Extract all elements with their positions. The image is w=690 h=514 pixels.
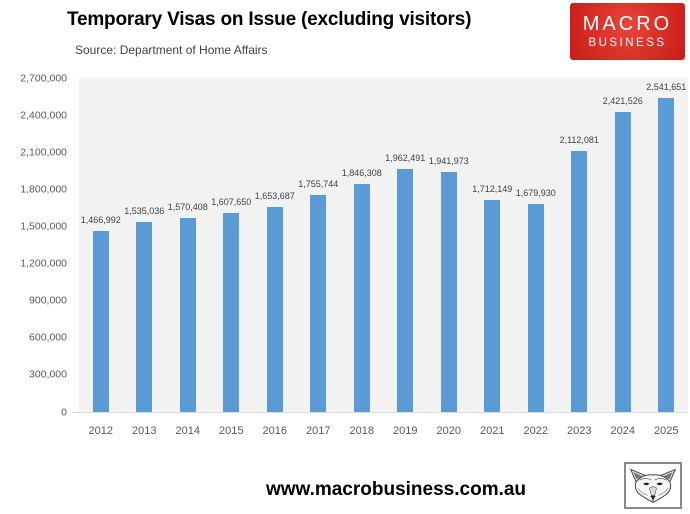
- x-axis-label-2016: 2016: [262, 425, 287, 437]
- bar-2012: [92, 230, 109, 412]
- bar-2018: [353, 183, 370, 412]
- x-axis-label-2017: 2017: [306, 425, 331, 437]
- x-axis: 2012 2013 2014 2015 2016 2017 2018 2019 2020 2021…: [79, 426, 688, 440]
- data-label-2017: 1,755,744: [298, 178, 339, 189]
- bar-2016: [266, 207, 283, 412]
- fox-head-icon: [629, 468, 677, 503]
- bar-2020: [440, 171, 457, 412]
- y-axis-label: 0: [61, 405, 67, 418]
- chart-title: Temporary Visas on Issue (excluding visi…: [67, 9, 472, 30]
- data-label-2019: 1,962,491: [385, 153, 426, 164]
- y-axis-label: 2,400,000: [20, 108, 67, 121]
- data-label-2022: 1,679,930: [515, 188, 556, 199]
- x-axis-label-2019: 2019: [393, 425, 418, 437]
- x-axis-label-2018: 2018: [349, 425, 374, 437]
- x-axis-label-2022: 2022: [523, 425, 548, 437]
- logo-text-macro: MACRO: [582, 12, 673, 35]
- bar-2015: [223, 213, 240, 412]
- x-axis-label-2021: 2021: [479, 425, 505, 437]
- data-label-2023: 2,112,081: [559, 134, 599, 145]
- data-label-2012: 1,466,992: [80, 214, 121, 225]
- y-axis-label: 2,700,000: [20, 71, 67, 84]
- y-axis-label: 900,000: [29, 294, 67, 307]
- bar-2025: [658, 97, 675, 412]
- y-axis-label: 600,000: [29, 331, 67, 344]
- data-label-2020: 1,941,973: [428, 155, 469, 166]
- data-label-2024: 2,421,526: [602, 96, 643, 107]
- y-axis-label: 2,100,000: [20, 145, 67, 158]
- x-axis-label-2020: 2020: [436, 425, 461, 437]
- bar-2017: [310, 194, 327, 412]
- bar-2013: [136, 222, 153, 412]
- bar-2021: [484, 200, 501, 412]
- data-label-2021: 1,712,149: [472, 184, 513, 195]
- x-axis-label-2023: 2023: [567, 425, 592, 437]
- x-axis-label-2012: 2012: [88, 425, 113, 437]
- y-axis: 0 300,000 600,000 900,000 1,200,000 1,500,000…: [0, 73, 67, 417]
- plot-area: 1,466,992 1,535,036 1,570,408 1,607,650 1,65…: [79, 78, 688, 412]
- x-axis-line: [72, 412, 688, 413]
- bar-2024: [614, 112, 631, 412]
- x-axis-label-2013: 2013: [132, 425, 157, 437]
- website-url: www.macrobusiness.com.au: [265, 479, 527, 500]
- data-label-2013: 1,535,036: [124, 206, 165, 217]
- source-note: Source: Department of Home Affairs: [75, 43, 268, 57]
- x-axis-label-2015: 2015: [219, 425, 244, 437]
- x-axis-label-2025: 2025: [654, 425, 679, 437]
- y-axis-label: 1,200,000: [20, 257, 67, 270]
- bar-2019: [397, 169, 414, 412]
- macro-business-logo: MACRO BUSINESS: [570, 3, 685, 60]
- bar-2023: [571, 150, 588, 412]
- logo-text-business: BUSINESS: [588, 36, 667, 49]
- bar-2022: [527, 204, 544, 412]
- data-label-2018: 1,846,308: [341, 167, 382, 178]
- bar-2014: [179, 217, 196, 412]
- data-label-2014: 1,570,408: [167, 201, 208, 212]
- y-axis-label: 1,800,000: [20, 183, 67, 196]
- data-label-2015: 1,607,650: [211, 197, 252, 208]
- x-axis-label-2014: 2014: [175, 425, 200, 437]
- y-axis-label: 300,000: [29, 368, 67, 381]
- data-label-2016: 1,653,687: [254, 191, 295, 202]
- fox-logo-frame: [624, 462, 682, 509]
- x-axis-label-2024: 2024: [610, 425, 635, 437]
- y-axis-label: 1,500,000: [20, 220, 67, 233]
- data-label-2025: 2,541,651: [646, 81, 687, 92]
